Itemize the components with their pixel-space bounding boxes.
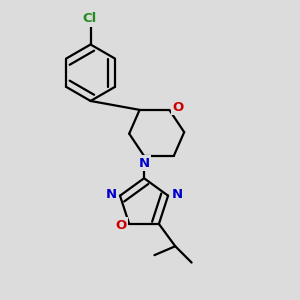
Text: O: O <box>115 219 127 232</box>
Text: N: N <box>106 188 117 201</box>
Text: N: N <box>171 188 183 201</box>
Text: N: N <box>139 157 150 170</box>
Text: Cl: Cl <box>82 12 96 25</box>
Text: O: O <box>172 101 183 114</box>
